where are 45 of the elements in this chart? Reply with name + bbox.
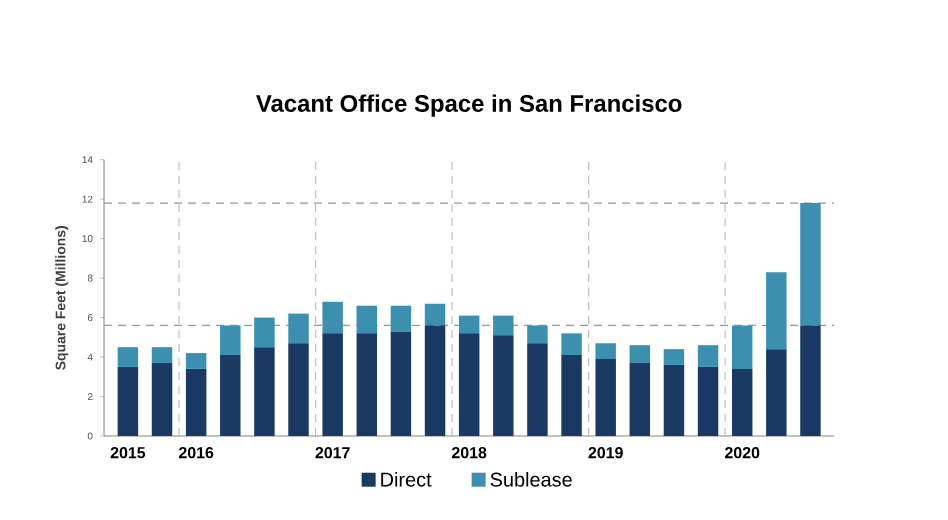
bar xyxy=(220,355,241,436)
bar xyxy=(185,353,207,369)
bar xyxy=(458,333,480,436)
bar xyxy=(766,349,787,436)
bar xyxy=(527,343,548,436)
bar xyxy=(527,325,548,344)
bar xyxy=(493,315,514,336)
bar xyxy=(629,362,651,436)
bar xyxy=(697,366,719,436)
legend-label: Direct xyxy=(381,472,432,487)
bar xyxy=(561,355,582,436)
bar xyxy=(151,362,173,436)
bar xyxy=(151,347,173,363)
bar xyxy=(117,366,139,436)
bar xyxy=(356,333,378,436)
bar xyxy=(254,347,275,436)
bar xyxy=(800,325,821,436)
bar xyxy=(288,343,309,436)
bar xyxy=(697,345,719,367)
bar xyxy=(288,313,309,344)
bar xyxy=(493,335,514,436)
bar xyxy=(731,325,753,369)
bar xyxy=(595,359,616,436)
bar xyxy=(322,333,343,436)
bar xyxy=(561,333,582,356)
bar xyxy=(390,305,412,332)
legend-label: Sublease xyxy=(490,472,572,487)
bar xyxy=(458,315,480,334)
bar xyxy=(322,301,343,334)
bar xyxy=(220,325,241,356)
bar xyxy=(800,203,821,326)
bar xyxy=(595,343,616,360)
chart-title: Vacant Office Space in San Francisco xyxy=(256,94,682,117)
bar xyxy=(629,345,651,363)
bar xyxy=(390,331,412,436)
bar xyxy=(424,303,446,326)
bar xyxy=(185,368,207,436)
bar xyxy=(117,347,139,367)
bar xyxy=(766,272,787,350)
bar xyxy=(254,317,275,348)
bar xyxy=(731,368,753,436)
bar xyxy=(356,305,378,334)
bar xyxy=(663,349,685,365)
bar xyxy=(663,364,685,436)
bar xyxy=(424,325,446,436)
